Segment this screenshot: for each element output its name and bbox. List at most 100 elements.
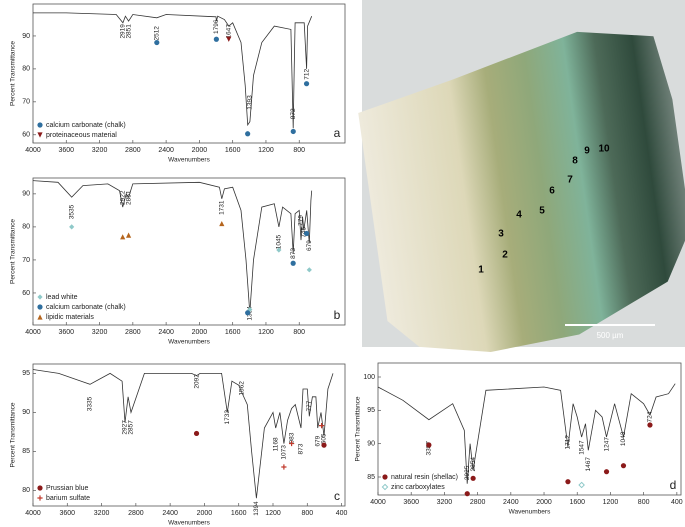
x-tick-label: 2400: [162, 510, 178, 517]
legend-marker: [37, 294, 43, 300]
x-axis-label: Wavenumbers: [509, 509, 551, 516]
legend-marker: [37, 495, 43, 501]
peak-label: 2851: [125, 24, 132, 39]
legend-label: calcium carbonate (chalk): [46, 122, 126, 129]
marker: [154, 39, 160, 46]
marker: [213, 36, 219, 42]
marker: [321, 442, 327, 448]
marker: [193, 430, 200, 437]
marker: [565, 479, 571, 485]
peak-label: 2851: [125, 190, 132, 205]
peak-label: 2925: [464, 465, 471, 480]
y-tick-label: 80: [22, 66, 30, 73]
marker: [464, 491, 470, 497]
x-tick-label: 1600: [225, 329, 241, 336]
peak-label: 2512: [154, 26, 161, 41]
layer-label: 10: [598, 144, 610, 155]
peak-label: 983: [288, 432, 295, 443]
peak-label: 2927: [122, 420, 129, 435]
layer-label: 1: [478, 265, 484, 276]
layer-label: 4: [516, 210, 522, 221]
y-axis-label: Percent Transmittance: [355, 396, 362, 461]
x-tick-label: 1200: [603, 499, 619, 506]
layer-label: 9: [584, 146, 590, 157]
spectrum-line: [32, 180, 313, 313]
marker: [226, 36, 232, 42]
y-tick-label: 80: [22, 224, 30, 231]
x-tick-label: 3600: [59, 510, 75, 517]
x-tick-label: 2800: [125, 147, 141, 154]
marker: [426, 442, 432, 448]
spectrum-line: [33, 12, 313, 129]
peak-label: 2092: [193, 374, 200, 389]
x-tick-label: 400: [671, 499, 683, 506]
y-tick-label: 90: [22, 409, 30, 416]
peak-label: 679: [306, 240, 313, 251]
x-tick-label: 2000: [197, 510, 213, 517]
spectrum-chart: 4000 3600 3200 2800 2400 2000 1600 1200 800 60 70 8…: [10, 3, 346, 164]
x-tick-label: 3200: [92, 329, 108, 336]
layer-label: 5: [539, 206, 545, 217]
marker: [219, 220, 225, 227]
peak-label: 1394: [253, 501, 260, 516]
plot-frame: [377, 362, 682, 496]
legend-label: lead white: [46, 294, 78, 301]
x-tick-label: 1200: [258, 329, 274, 336]
y-tick-label: 90: [22, 191, 30, 198]
plot-frame: [32, 363, 346, 507]
x-tick-label: 2400: [158, 147, 174, 154]
y-tick-label: 60: [22, 132, 30, 139]
peak-label: 1712: [565, 435, 572, 450]
y-tick-label: 85: [367, 474, 375, 481]
peak-label: 2854: [470, 457, 477, 472]
peak-label: 1731: [218, 200, 225, 215]
peak-label: 1733: [224, 410, 231, 425]
x-tick-label: 2000: [192, 147, 208, 154]
peak-label: 2919: [120, 24, 127, 39]
micrograph: 500 µm: [358, 0, 685, 352]
peak-label: 1393: [247, 95, 254, 110]
legend-marker: [37, 485, 43, 491]
plot-frame: [32, 3, 346, 144]
peak-label: 3335: [87, 396, 94, 411]
x-tick-label: 1600: [569, 499, 585, 506]
legend-label: Prussian blue: [46, 485, 89, 492]
x-axis-label: Wavenumbers: [168, 157, 210, 164]
spectrum-chart: 4000 3600 3200 2800 2400 2000 1600 1200 800 60 70 8…: [10, 177, 346, 346]
x-tick-label: 2400: [503, 499, 519, 506]
marker: [281, 464, 287, 470]
marker: [247, 306, 253, 313]
peak-label: 872: [290, 108, 297, 119]
x-tick-label: 3200: [92, 147, 108, 154]
marker: [120, 234, 126, 240]
peak-label: 679: [314, 435, 321, 446]
y-tick-label: 70: [22, 99, 30, 106]
peak-label: 1073: [281, 445, 288, 460]
plot-frame: [32, 177, 346, 326]
layer-label: 7: [567, 175, 573, 186]
marker: [647, 422, 653, 428]
panel-label: b: [334, 308, 341, 322]
x-tick-label: 800: [638, 499, 650, 506]
spectrum-line: [32, 369, 334, 499]
marker: [470, 475, 476, 481]
x-tick-label: 4000: [25, 147, 41, 154]
x-tick-label: 1600: [225, 147, 241, 154]
layer-label: 6: [549, 186, 555, 197]
legend-label: calcium carbonate (chalk): [46, 304, 126, 311]
marker: [578, 481, 585, 489]
marker: [303, 81, 310, 87]
y-tick-label: 100: [363, 374, 375, 381]
y-tick-label: 60: [22, 290, 30, 297]
marker: [603, 469, 610, 475]
legend-label: proteinaceous material: [46, 132, 117, 139]
x-tick-label: 2000: [192, 329, 208, 336]
y-tick-label: 80: [22, 487, 30, 494]
marker: [306, 267, 312, 273]
x-tick-label: 2800: [125, 329, 141, 336]
peak-label: 745: [301, 227, 308, 238]
marker: [290, 128, 296, 135]
layer-label: 2: [502, 250, 508, 261]
panel-label: a: [334, 126, 341, 140]
y-tick-label: 90: [22, 33, 30, 40]
